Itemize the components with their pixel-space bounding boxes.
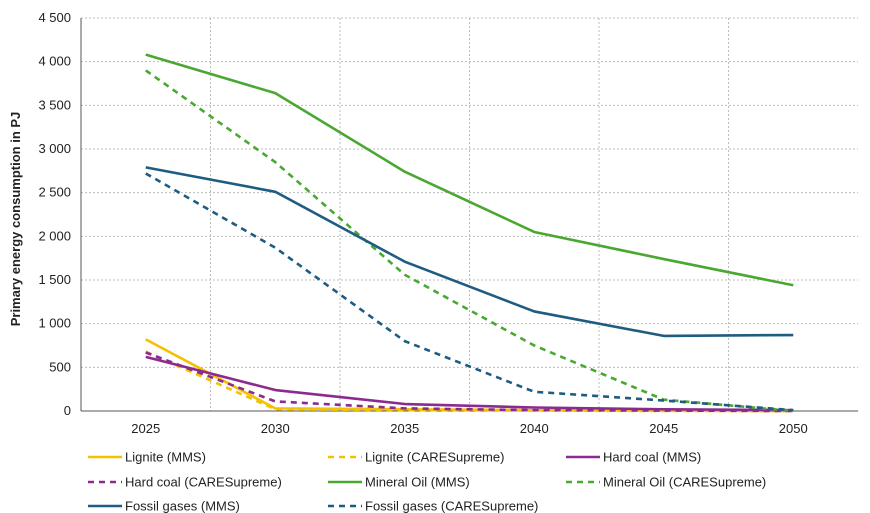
y-tick-label: 4 000 [38,54,71,69]
series-lines [144,53,794,413]
x-tick-label: 2025 [131,421,160,436]
legend-label: Lignite (MMS) [125,450,206,465]
series-line [145,351,794,413]
series-line [145,166,794,338]
series-line [145,355,794,412]
legend-label: Fossil gases (MMS) [125,499,240,513]
x-tick-label: 2035 [390,421,419,436]
y-tick-label: 3 500 [38,97,71,112]
x-tick-label: 2030 [261,421,290,436]
series-line [145,350,794,413]
grid-lines [81,17,858,411]
y-tick-label: 2 500 [38,185,71,200]
x-tick-label: 2050 [779,421,808,436]
series-line [145,53,794,287]
y-tick-label: 2 000 [38,228,71,243]
y-tick-label: 500 [49,359,71,374]
legend-label: Mineral Oil (MMS) [365,475,470,490]
y-tick-label: 1 500 [38,272,71,287]
x-tick-labels: 2025 2030 2035 2040 2045 2050 [131,421,807,436]
legend-label: Mineral Oil (CARESupreme) [603,475,766,490]
x-tick-label: 2045 [649,421,678,436]
y-axis-label: Primary energy consumption in PJ [8,112,23,327]
y-tick-labels: 0 500 1 000 1 500 2 000 2 500 3 000 3 500 4 000 4… [38,10,71,418]
legend: Lignite (MMS) Lignite (CARESupreme) Hard c… [88,450,766,513]
legend-label: Hard coal (CARESupreme) [125,475,282,490]
legend-label: Lignite (CARESupreme) [365,450,504,465]
y-tick-label: 3 000 [38,141,71,156]
legend-label: Fossil gases (CARESupreme) [365,499,538,513]
y-tick-label: 1 000 [38,316,71,331]
x-tick-label: 2040 [520,421,549,436]
y-tick-label: 4 500 [38,10,71,25]
legend-label: Hard coal (MMS) [603,450,701,465]
y-tick-label: 0 [64,403,71,418]
series-line [145,172,794,412]
